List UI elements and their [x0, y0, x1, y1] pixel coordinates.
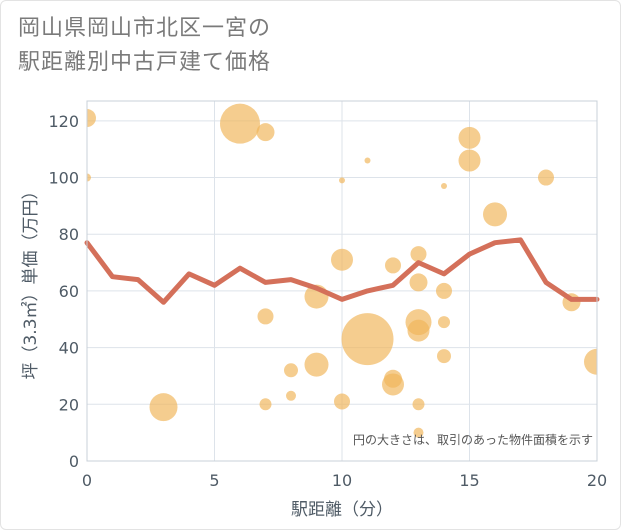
data-bubble: [407, 319, 430, 342]
data-bubble: [331, 248, 353, 271]
data-bubble: [584, 348, 597, 375]
y-tick-label: 80: [59, 225, 79, 244]
data-bubble: [87, 173, 91, 182]
data-bubble: [409, 273, 428, 292]
data-bubble: [436, 282, 452, 299]
bubble-layer: [87, 103, 597, 438]
y-tick-label: 120: [48, 112, 79, 131]
data-bubble: [441, 183, 447, 190]
size-legend-note: 円の大きさは、取引のあった物件面積を示す: [353, 432, 593, 447]
data-bubble: [458, 126, 481, 149]
y-axis-label: 坪（3.3㎡）単価（万円）: [21, 182, 41, 379]
x-axis-ticks: 0 5 10 15 20: [82, 471, 607, 490]
average-price-line: [84, 237, 600, 305]
data-bubble: [410, 246, 427, 263]
x-tick-label: 15: [459, 471, 479, 490]
y-tick-label: 20: [59, 395, 79, 414]
chart-title-line2: 駅距離別中古戸建て価格: [18, 50, 272, 75]
data-bubble: [284, 363, 298, 378]
plot-border: [86, 100, 598, 462]
x-tick-label: 0: [82, 471, 92, 490]
data-bubble: [385, 257, 401, 274]
data-bubble: [458, 149, 481, 172]
data-bubble: [220, 103, 260, 144]
data-bubble: [341, 313, 394, 366]
chart-title-line1: 岡山県岡山市北区一宮の: [18, 16, 272, 41]
y-axis-ticks: 0 20 40 60 80 100 120: [48, 112, 79, 471]
x-tick-label: 20: [587, 471, 607, 490]
y-tick-label: 40: [59, 339, 79, 358]
data-bubble: [256, 123, 275, 142]
data-bubble: [286, 390, 296, 401]
data-bubble: [437, 349, 451, 364]
y-tick-label: 60: [59, 282, 79, 301]
data-bubble: [364, 157, 371, 164]
data-bubble: [438, 316, 450, 329]
data-bubble: [87, 109, 96, 128]
data-bubble: [259, 398, 272, 411]
x-axis-label: 駅距離（分）: [291, 500, 393, 520]
x-tick-label: 10: [332, 471, 352, 490]
data-bubble: [257, 308, 274, 325]
data-bubble: [334, 393, 350, 410]
y-tick-label: 100: [48, 169, 79, 188]
chart-title: 岡山県岡山市北区一宮の 駅距離別中古戸建て価格: [18, 12, 271, 80]
data-bubble: [412, 398, 425, 411]
data-bubble: [413, 427, 424, 438]
x-tick-label: 5: [209, 471, 219, 490]
data-bubble: [304, 352, 329, 377]
data-bubble: [483, 202, 507, 227]
y-tick-label: 0: [69, 452, 79, 471]
data-bubble: [339, 177, 345, 184]
data-bubble: [382, 373, 404, 396]
data-bubble: [149, 393, 178, 422]
data-bubble: [538, 169, 554, 186]
